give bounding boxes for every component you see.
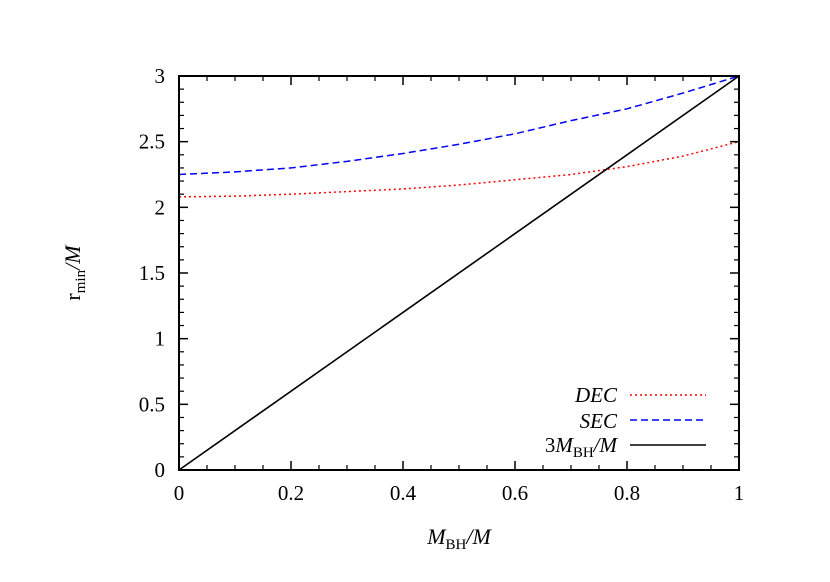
y-tick-label: 1 (155, 327, 166, 351)
x-tick-label: 0.6 (502, 481, 528, 505)
y-tick-label: 1.5 (139, 261, 165, 285)
legend-label-dec: DEC (574, 383, 618, 407)
series-layer (178, 75, 740, 471)
x-tick-label: 0.2 (278, 481, 304, 505)
y-tick-label: 2.5 (139, 130, 165, 154)
y-tick-label: 2 (155, 195, 166, 219)
legend-label-sec: SEC (580, 409, 618, 433)
x-tick-label: 1 (734, 481, 745, 505)
y-tick-label: 3 (155, 64, 166, 88)
legend: DEC SEC 3MBH/M (545, 383, 706, 461)
legend-label-3mbh: 3MBH/M (545, 433, 619, 461)
x-tick-label: 0.8 (614, 481, 640, 505)
series-line-0 (178, 140, 740, 198)
x-tick-label: 0 (174, 481, 185, 505)
x-axis-label: MBH/M (426, 524, 492, 553)
x-tick-labels: 0 0.2 0.4 0.6 0.8 1 (174, 481, 745, 505)
series-line-1 (178, 75, 740, 176)
y-tick-labels: 0 0.5 1 1.5 2 2.5 3 (139, 64, 165, 482)
x-tick-label: 0.4 (390, 481, 417, 505)
y-axis-label: rmin/M (60, 244, 89, 301)
y-tick-label: 0 (155, 458, 166, 482)
y-tick-label: 0.5 (139, 392, 165, 416)
ticks-layer (178, 75, 740, 471)
series-line-2 (178, 75, 740, 471)
